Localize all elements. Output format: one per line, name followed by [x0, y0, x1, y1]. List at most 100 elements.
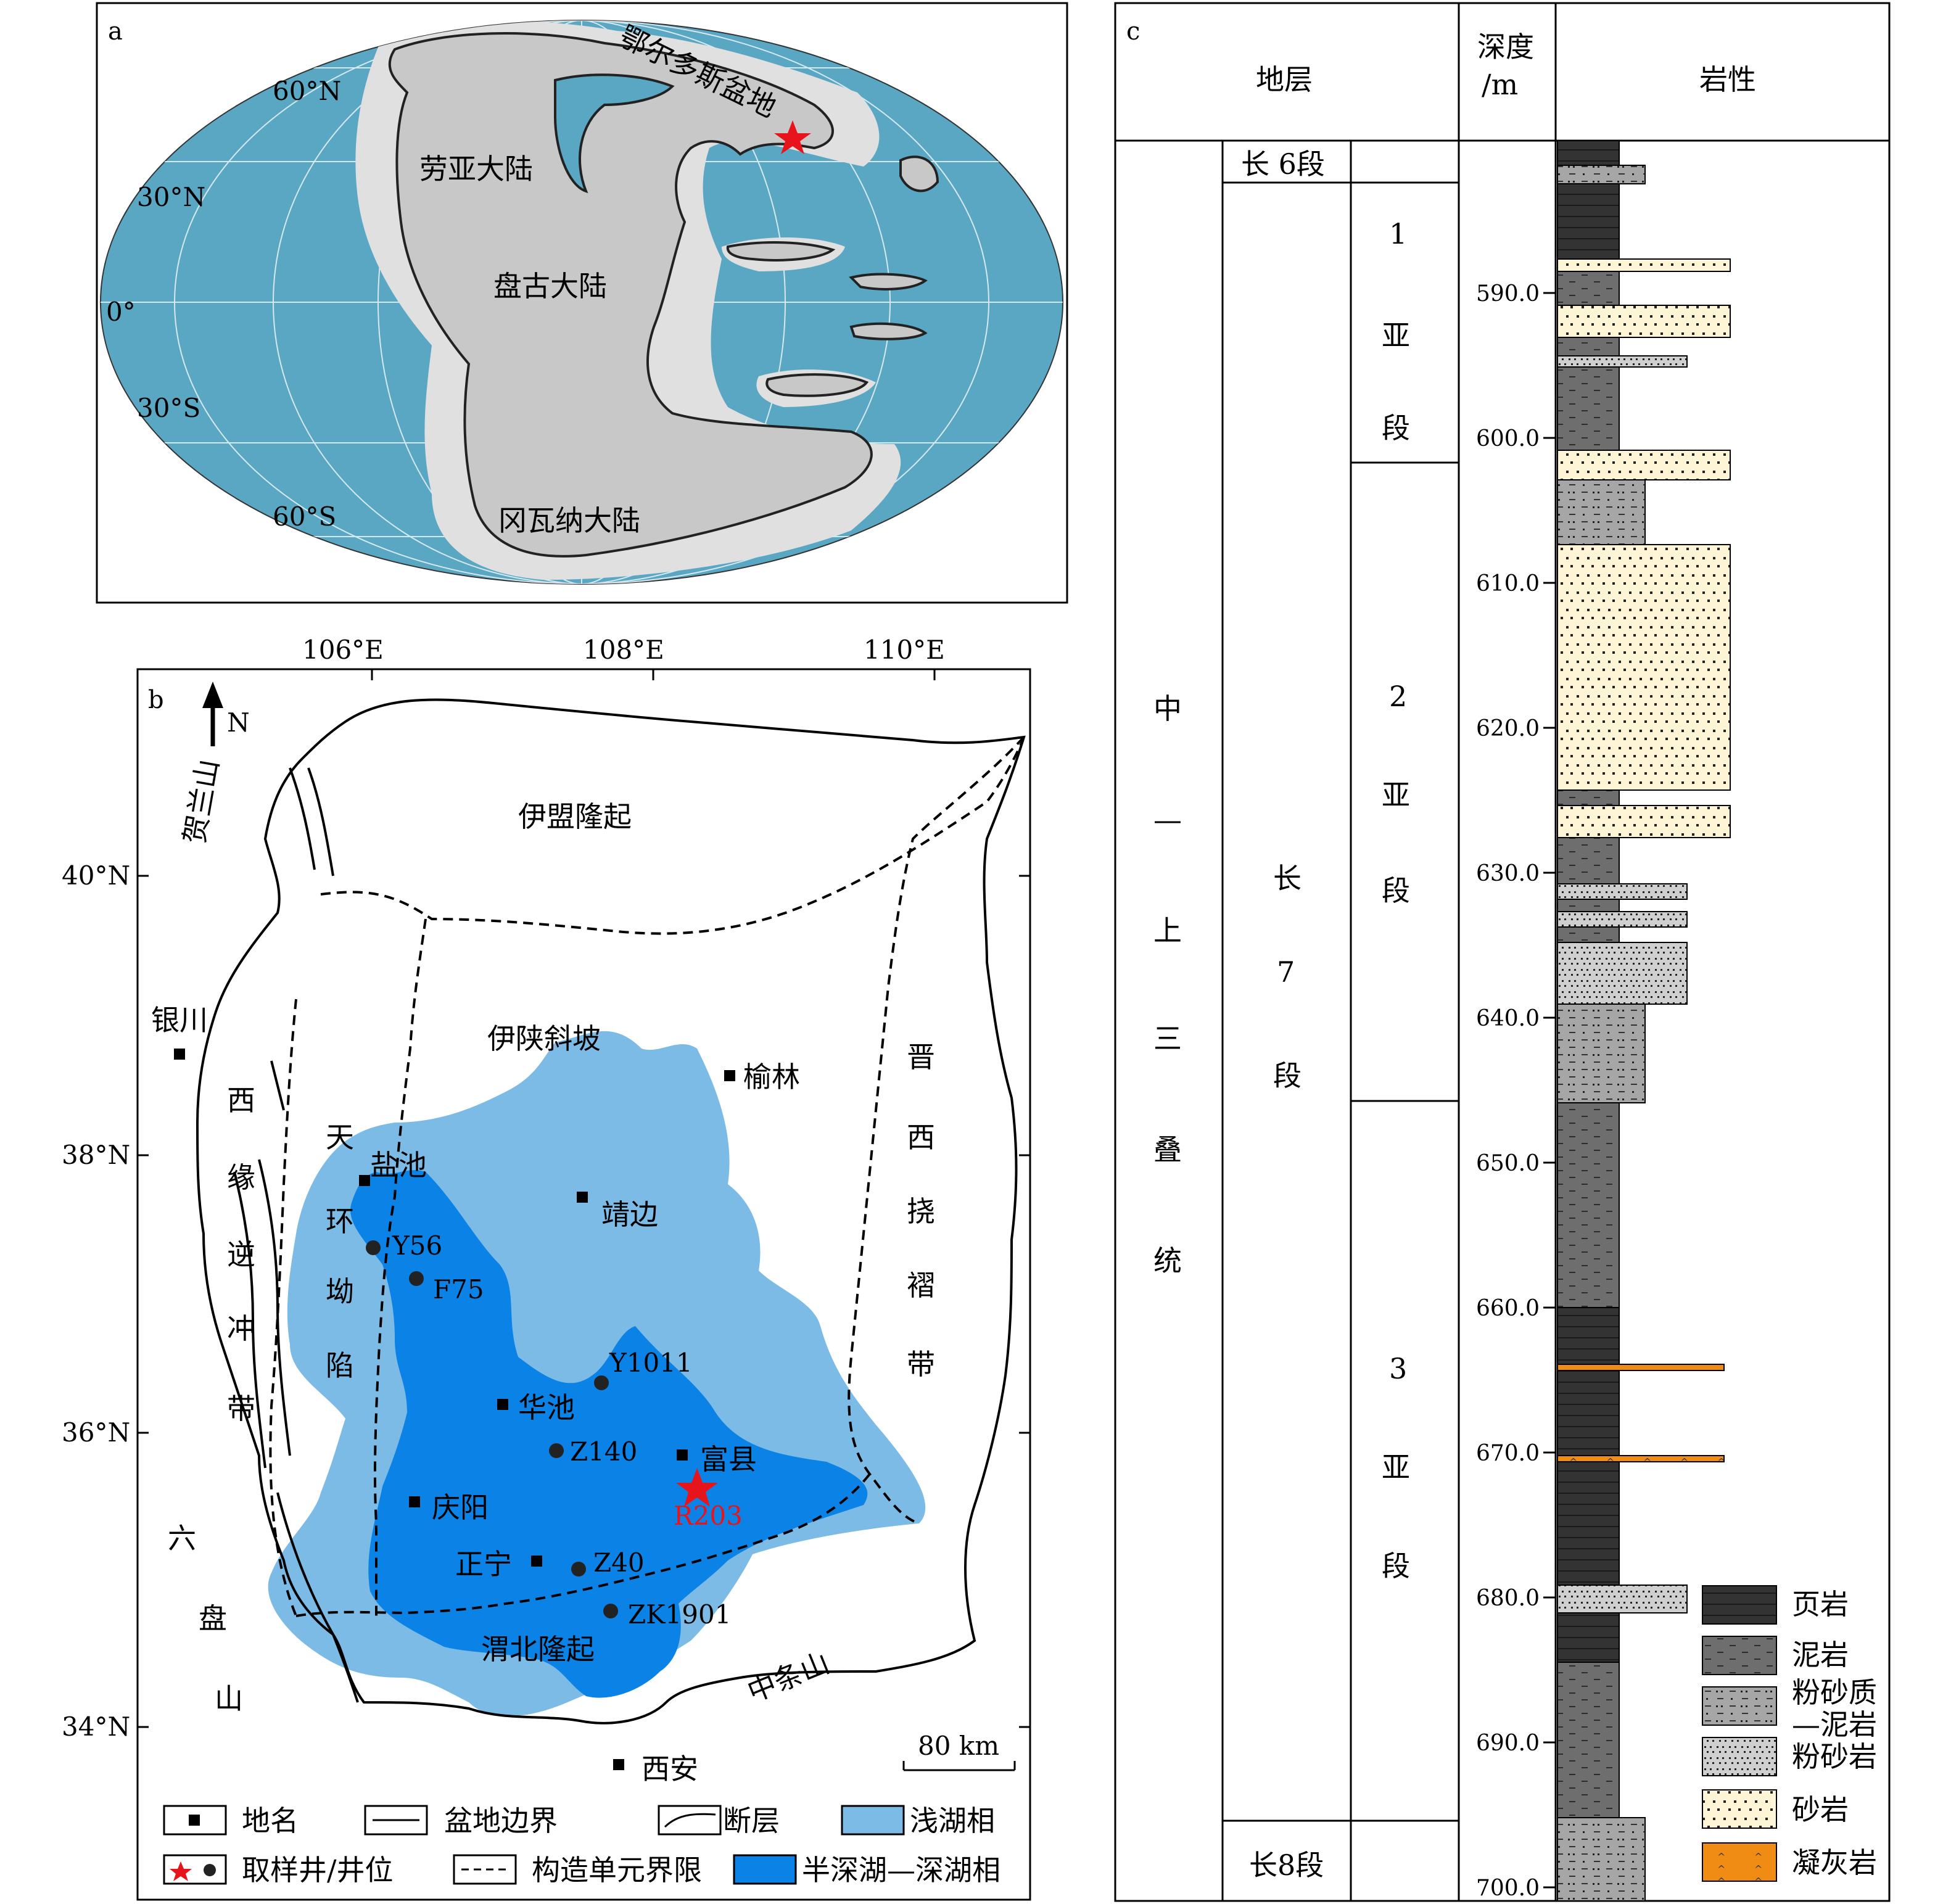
svg-text:630.0: 630.0 — [1476, 861, 1540, 886]
svg-text:亚: 亚 — [1382, 778, 1410, 812]
lithology-column — [1557, 140, 1731, 1902]
member-chang8: 长8段 — [1249, 1848, 1324, 1882]
legend-fault: 断层 — [723, 1804, 780, 1837]
tethys-notch — [554, 73, 675, 194]
legend-silty-mudstone-1: 粉砂质 — [1792, 1676, 1877, 1709]
island-4 — [899, 155, 939, 192]
svg-text:600.0: 600.0 — [1476, 426, 1540, 451]
map-ticks — [138, 669, 1030, 1728]
well-z40: Z40 — [593, 1548, 645, 1578]
legend-siltstone: 粉砂岩 — [1792, 1740, 1877, 1773]
place-xian: 西安 — [641, 1752, 698, 1786]
gondwana-label: 冈瓦纳大陆 — [498, 504, 640, 537]
svg-text:缘: 缘 — [227, 1161, 255, 1194]
svg-text:610.0: 610.0 — [1476, 571, 1540, 596]
submember-3: 3 亚 段 — [1382, 1352, 1410, 1583]
svg-text:带: 带 — [907, 1348, 935, 1381]
svg-text:670.0: 670.0 — [1476, 1441, 1540, 1466]
panel-c-letter: c — [1126, 17, 1140, 46]
svg-text:590.0: 590.0 — [1476, 281, 1540, 307]
svg-text:1: 1 — [1389, 217, 1407, 250]
column-grid — [1115, 3, 1889, 1901]
svg-text:3: 3 — [1389, 1352, 1407, 1385]
series-label: 中 — 上 三 叠 统 — [1153, 692, 1182, 1277]
svg-text:2: 2 — [1389, 680, 1407, 713]
island-3 — [849, 273, 928, 291]
laurasia-label: 劳亚大陆 — [419, 152, 533, 186]
tianhuan-depression-label: 天 环 坳 陷 — [326, 1121, 354, 1382]
svg-text:带: 带 — [227, 1392, 255, 1425]
panel-b-letter: b — [148, 686, 164, 714]
legend-mudstone: 泥岩 — [1792, 1638, 1849, 1671]
jinxi-fold-belt-label: 晋 西 挠 褶 带 — [907, 1041, 935, 1381]
header-depth-unit: /m — [1482, 68, 1518, 101]
panel-a-letter: a — [108, 17, 123, 46]
lat-30n: 30°N — [137, 182, 205, 212]
legend-shallow-lake: 浅湖相 — [910, 1804, 995, 1837]
pangea-land — [388, 32, 873, 558]
lon-106e: 106°E — [302, 635, 384, 665]
place-yinchuan: 银川 — [151, 1004, 208, 1037]
svg-text:620.0: 620.0 — [1476, 716, 1540, 741]
svg-text:冲: 冲 — [227, 1312, 255, 1345]
header-depth: 深度 — [1477, 30, 1534, 64]
well-zk1901: ZK1901 — [628, 1599, 731, 1630]
well-f75: F75 — [433, 1274, 484, 1304]
scale-label: 80 km — [918, 1731, 999, 1761]
well-y1011: Y1011 — [609, 1348, 693, 1378]
svg-text:褶: 褶 — [907, 1269, 935, 1302]
place-fuxian: 富县 — [700, 1443, 757, 1476]
well-z140: Z140 — [570, 1436, 637, 1467]
north-label: N — [227, 707, 250, 738]
place-qingyang: 庆阳 — [432, 1491, 489, 1524]
lat-34n: 34°N — [62, 1712, 130, 1742]
svg-text:坳: 坳 — [326, 1275, 354, 1308]
svg-text:长: 长 — [1273, 862, 1302, 895]
panel-a-world-map: a — [96, 2, 1068, 604]
yimeng-uplift-label: 伊盟隆起 — [518, 800, 632, 833]
svg-text:段: 段 — [1273, 1059, 1302, 1092]
svg-text:西: 西 — [907, 1121, 935, 1154]
lat-38n: 38°N — [62, 1140, 130, 1170]
svg-text:叠: 叠 — [1153, 1133, 1182, 1166]
svg-text:中: 中 — [1153, 692, 1182, 725]
svg-text:陷: 陷 — [326, 1349, 354, 1382]
island-1 — [726, 241, 836, 262]
svg-text:段: 段 — [1382, 1549, 1410, 1583]
legend-deep-lake: 半深湖—深湖相 — [802, 1853, 1000, 1887]
svg-text:西: 西 — [227, 1084, 255, 1117]
scale-bar — [902, 1761, 1016, 1771]
svg-text:680.0: 680.0 — [1476, 1586, 1540, 1611]
header-lithology: 岩性 — [1699, 63, 1756, 96]
legend-unit-boundary: 构造单元界限 — [532, 1853, 702, 1887]
depth-labels: 590.0 600.0 610.0 620.0 630.0 640.0 650.… — [1476, 281, 1540, 1901]
lat-36n: 36°N — [62, 1417, 130, 1448]
lat-0: 0° — [106, 297, 136, 327]
place-yanchi: 盐池 — [370, 1148, 427, 1182]
member-chang7: 长 7 段 — [1273, 862, 1302, 1092]
lat-30s: 30°S — [137, 393, 200, 423]
svg-text:660.0: 660.0 — [1476, 1296, 1540, 1321]
depth-axis — [1543, 292, 1556, 1889]
panel-c-frame — [1114, 2, 1891, 1902]
yishan-slope-label: 伊陕斜坡 — [487, 1022, 601, 1055]
legend-well: 取样井/井位 — [242, 1853, 394, 1887]
svg-text:段: 段 — [1382, 874, 1410, 907]
well-r203: R203 — [674, 1501, 743, 1531]
submember-2: 2 亚 段 — [1382, 680, 1410, 907]
panel-b-basin-map: b 106°E 108°E 110°E 40°N 38°N 36°N 34°N — [62, 635, 1031, 1901]
submember-1: 1 亚 段 — [1382, 217, 1410, 445]
north-arrow-icon — [202, 682, 223, 746]
lat-60n: 60°N — [273, 76, 341, 106]
svg-text:7: 7 — [1277, 955, 1295, 989]
well-y56: Y56 — [392, 1230, 442, 1261]
weibei-uplift-label: 渭北隆起 — [481, 1633, 595, 1666]
place-huachi: 华池 — [518, 1391, 575, 1424]
xiyuan-thrust-belt-label: 西 缘 逆 冲 带 — [227, 1084, 255, 1425]
r203-star-icon — [676, 1468, 718, 1507]
svg-text:上: 上 — [1153, 914, 1182, 947]
lon-108e: 108°E — [583, 635, 664, 665]
place-markers — [174, 1049, 735, 1770]
map-legend: 地名 盆地边界 断层 浅湖相 取样井/井位 构造单元界限 半深湖—深湖相 — [163, 1804, 1000, 1887]
legend-tuff: 凝灰岩 — [1792, 1846, 1877, 1879]
